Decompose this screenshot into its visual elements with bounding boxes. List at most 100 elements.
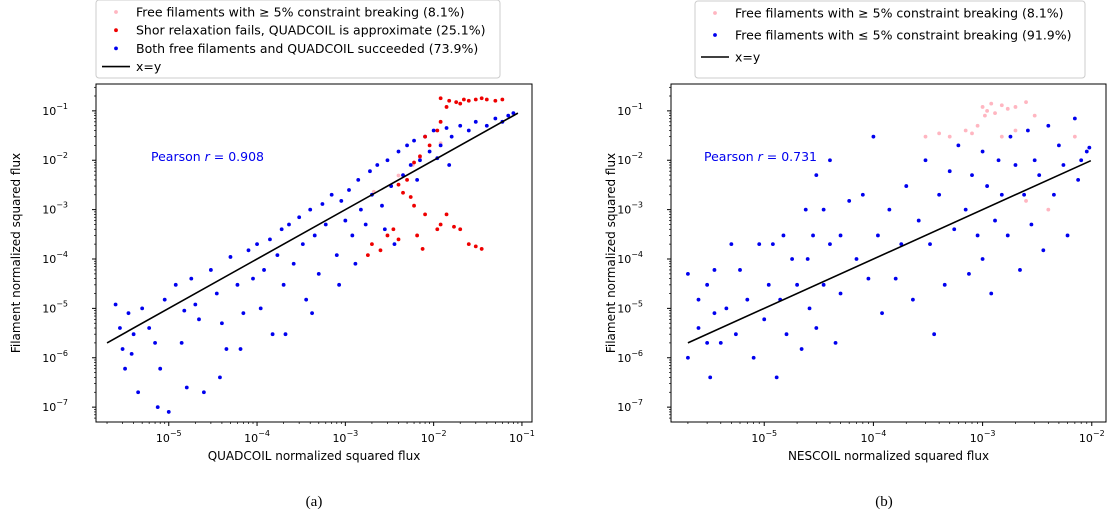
data-point — [705, 282, 710, 287]
x-tick-label: 10−3 — [332, 429, 358, 445]
data-point — [423, 212, 427, 217]
data-point — [466, 128, 471, 133]
legend-label: Both free filaments and QUADCOIL succeed… — [136, 41, 478, 56]
data-point — [963, 128, 968, 133]
legend: Free filaments with ≥ 5% constraint brea… — [694, 0, 1086, 79]
data-point — [712, 311, 717, 316]
x-tick-label: 10−5 — [156, 429, 182, 445]
data-point — [923, 158, 928, 163]
data-point — [268, 237, 272, 242]
y-tick-base: 10 — [617, 302, 631, 315]
data-point — [828, 158, 832, 163]
series-1-points — [923, 100, 1077, 212]
pearson-value: = 0.908 — [210, 149, 264, 164]
data-point — [129, 351, 134, 356]
y-tick-exponent: −6 — [631, 349, 643, 358]
data-point — [375, 163, 380, 167]
y-tick-exponent: −1 — [56, 102, 68, 111]
data-point — [418, 154, 422, 159]
series-2-points — [365, 96, 505, 257]
data-point — [1024, 199, 1028, 203]
data-point — [947, 169, 952, 174]
x-tick-base: 10 — [156, 432, 170, 445]
data-point — [401, 190, 405, 195]
data-point — [136, 390, 141, 395]
data-point — [838, 291, 843, 296]
y-tick-base: 10 — [42, 401, 56, 414]
data-point — [358, 207, 363, 212]
data-point — [193, 302, 198, 307]
data-point — [807, 306, 812, 311]
x-tick-base: 10 — [970, 432, 984, 445]
data-point — [484, 123, 489, 128]
chart-panel-1: 10−5 10−4 10−3 10−2 10−110−710−610−510−410−3… — [9, 0, 535, 510]
x-tick-base: 10 — [861, 432, 875, 445]
data-point — [493, 98, 498, 103]
data-point — [179, 340, 184, 345]
data-point — [871, 134, 876, 139]
y-tick-base: 10 — [42, 154, 56, 167]
data-point — [1072, 116, 1077, 121]
data-point — [310, 311, 314, 316]
data-point — [1041, 248, 1046, 253]
pearson-annotation: Pearson r = 0.731 — [704, 149, 817, 164]
data-point — [686, 271, 690, 276]
data-point — [803, 207, 808, 212]
legend-label: Shor relaxation fails, QUADCOIL is appro… — [136, 23, 485, 38]
data-point — [378, 248, 383, 253]
series-3-points — [113, 111, 516, 414]
data-point — [942, 282, 947, 287]
data-point — [420, 247, 425, 251]
data-point — [1037, 173, 1042, 178]
data-point — [224, 347, 229, 351]
data-point — [956, 143, 961, 148]
data-point — [431, 128, 436, 133]
data-point — [323, 222, 328, 227]
data-point — [989, 291, 994, 296]
x-tick-label: 10−4 — [244, 429, 270, 445]
data-point — [444, 105, 449, 109]
data-point — [985, 184, 990, 188]
legend-marker-swatch — [114, 46, 118, 51]
data-point — [246, 248, 251, 253]
data-point — [718, 340, 723, 345]
data-point — [396, 173, 401, 178]
y-tick-exponent: −4 — [56, 250, 68, 259]
data-point — [353, 261, 358, 266]
data-point — [999, 134, 1004, 139]
data-point — [365, 253, 370, 257]
data-point — [334, 253, 339, 257]
data-point — [415, 177, 420, 182]
legend-marker-swatch — [114, 10, 118, 14]
data-point — [1046, 123, 1051, 128]
data-point — [396, 237, 401, 242]
data-point — [1079, 158, 1084, 163]
data-point — [975, 123, 980, 128]
legend-marker-swatch — [713, 11, 717, 15]
y-tick-label: 10−2 — [42, 151, 68, 167]
data-point — [113, 302, 118, 307]
data-point — [435, 128, 440, 133]
x-tick-exponent: −5 — [765, 429, 777, 438]
data-point — [131, 332, 136, 337]
minor-ticks — [94, 86, 519, 424]
series-2-points — [686, 116, 1092, 380]
data-point — [724, 306, 729, 311]
data-point — [799, 347, 804, 351]
data-point — [967, 271, 971, 276]
plot-frame — [670, 83, 1107, 423]
x-tick-label: 10−2 — [1079, 429, 1105, 445]
x-tick-exponent: −4 — [258, 429, 270, 438]
data-point — [904, 184, 909, 188]
pearson-variable: r — [758, 149, 764, 164]
data-point — [774, 375, 779, 380]
data-point — [347, 188, 351, 192]
data-point — [1013, 128, 1018, 133]
y-tick-base: 10 — [42, 352, 56, 365]
y-tick-label: 10−6 — [42, 349, 68, 365]
data-point — [337, 282, 342, 287]
data-point — [911, 297, 915, 302]
x-tick-exponent: −2 — [1093, 429, 1105, 438]
data-point — [970, 173, 974, 178]
x-axis-label: NESCOIL normalized squared flux — [788, 449, 989, 463]
